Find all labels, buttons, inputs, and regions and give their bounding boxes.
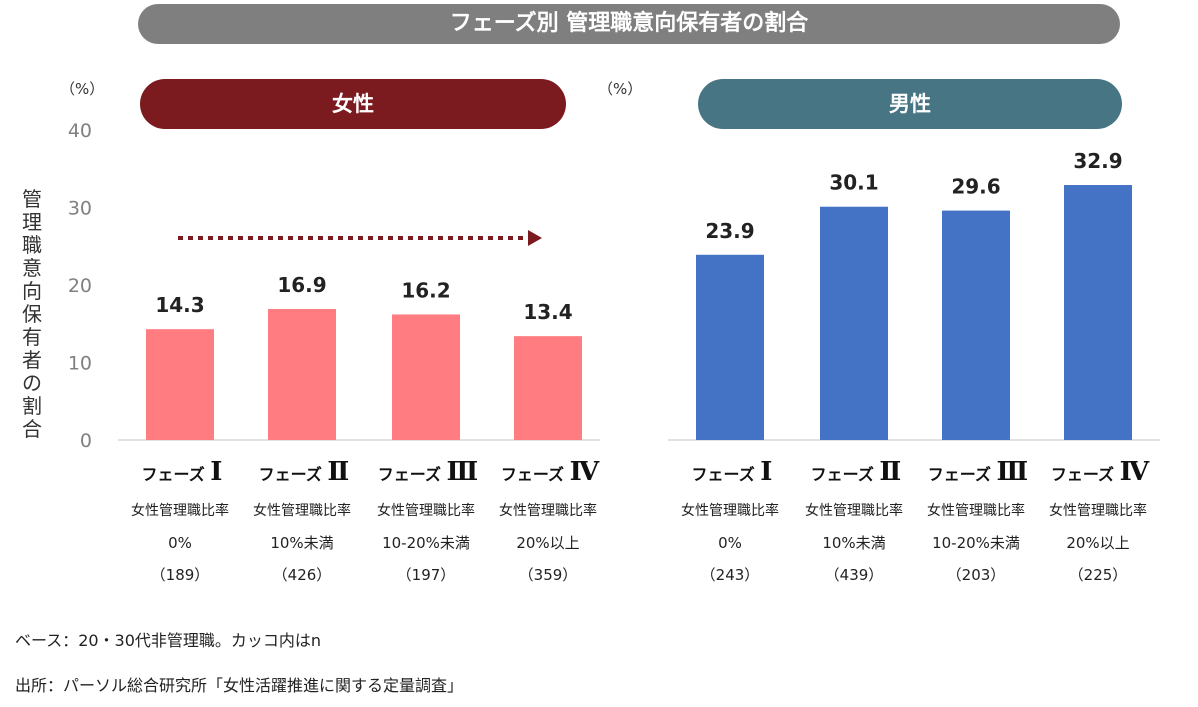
category-prefix: フェーズ (501, 465, 570, 484)
y-axis-label: 管理職意向保有者の割合 (22, 187, 42, 441)
chart-title: フェーズ別 管理職意向保有者の割合 (138, 4, 1120, 44)
category-prefix: フェーズ (1051, 465, 1120, 484)
male-bar-value-label: 29.6 (951, 175, 1000, 199)
female-category-range: 20%以上 (516, 534, 579, 552)
female-bar-value-label: 16.9 (277, 273, 326, 297)
male-category-range: 10-20%未満 (932, 534, 1020, 552)
male-panel-header: 男性 (698, 79, 1122, 129)
male-category-n: （243） (701, 566, 760, 584)
footnote-source: 出所：パーソル総合研究所「女性活躍推進に関する定量調査」 (15, 676, 464, 695)
category-prefix: フェーズ (142, 465, 211, 484)
female-category-range: 10%未満 (270, 534, 333, 552)
y-tick-label: 30 (68, 198, 92, 220)
female-bar (514, 336, 582, 440)
female-category-n: （197） (397, 566, 456, 584)
female-category-label: フェーズ Ⅱ (259, 457, 350, 487)
female-bar-value-label: 13.4 (523, 300, 572, 324)
category-roman-numeral: Ⅱ (879, 457, 901, 487)
female-category-subtitle: 女性管理職比率 (377, 502, 475, 519)
female-bar (268, 309, 336, 440)
male-category-label: フェーズ Ⅲ (928, 457, 1028, 487)
trend-arrow-head (528, 230, 542, 246)
male-bar (696, 254, 764, 440)
male-bar (820, 206, 888, 440)
footnote-base: ベース：20・30代非管理職。カッコ内はn (15, 631, 322, 650)
category-roman-numeral: Ⅳ (1120, 457, 1150, 487)
male-bar-value-label: 32.9 (1073, 149, 1122, 173)
male-category-label: フェーズ Ⅰ (692, 457, 773, 487)
male-bar (1064, 185, 1132, 440)
male-category-subtitle: 女性管理職比率 (681, 502, 779, 519)
male-bar-value-label: 30.1 (829, 171, 878, 195)
female-bar-value-label: 14.3 (155, 293, 204, 317)
female-category-n: （189） (151, 566, 210, 584)
female-bar-value-label: 16.2 (401, 278, 450, 302)
category-roman-numeral: Ⅱ (327, 457, 349, 487)
female-category-range: 0% (168, 534, 192, 552)
category-roman-numeral: Ⅲ (997, 457, 1029, 487)
female-unit-label: （%） (60, 80, 105, 98)
male-category-subtitle: 女性管理職比率 (1049, 502, 1147, 519)
female-category-label: フェーズ Ⅰ (142, 457, 223, 487)
male-category-subtitle: 女性管理職比率 (927, 502, 1025, 519)
male-category-label: フェーズ Ⅳ (1051, 457, 1150, 487)
female-category-label: フェーズ Ⅳ (501, 457, 600, 487)
category-prefix: フェーズ (259, 465, 328, 484)
category-roman-numeral: Ⅲ (447, 457, 479, 487)
category-roman-numeral: Ⅰ (210, 457, 222, 487)
male-category-n: （225） (1069, 566, 1128, 584)
female-category-n: （359） (519, 566, 578, 584)
category-prefix: フェーズ (928, 465, 997, 484)
male-category-range: 20%以上 (1066, 534, 1129, 552)
category-prefix: フェーズ (811, 465, 880, 484)
female-category-subtitle: 女性管理職比率 (499, 502, 597, 519)
female-bar (146, 329, 214, 440)
female-category-range: 10-20%未満 (382, 534, 470, 552)
category-prefix: フェーズ (692, 465, 761, 484)
female-category-label: フェーズ Ⅲ (378, 457, 478, 487)
y-tick-label: 10 (68, 353, 92, 375)
male-category-n: （203） (947, 566, 1006, 584)
category-roman-numeral: Ⅰ (760, 457, 772, 487)
male-category-label: フェーズ Ⅱ (811, 457, 902, 487)
male-category-range: 0% (718, 534, 742, 552)
male-bar (942, 210, 1010, 440)
female-category-subtitle: 女性管理職比率 (131, 502, 229, 519)
category-roman-numeral: Ⅳ (570, 457, 600, 487)
female-bar (392, 314, 460, 440)
female-category-subtitle: 女性管理職比率 (253, 502, 351, 519)
male-bar-value-label: 23.9 (705, 219, 754, 243)
male-category-subtitle: 女性管理職比率 (805, 502, 903, 519)
female-category-n: （426） (273, 566, 332, 584)
y-tick-label: 40 (68, 120, 92, 142)
category-prefix: フェーズ (378, 465, 447, 484)
female-panel-header: 女性 (140, 79, 566, 129)
male-category-range: 10%未満 (822, 534, 885, 552)
male-category-n: （439） (825, 566, 884, 584)
y-tick-label: 20 (68, 275, 92, 297)
male-unit-label: （%） (598, 80, 643, 98)
y-tick-label: 0 (80, 430, 92, 452)
